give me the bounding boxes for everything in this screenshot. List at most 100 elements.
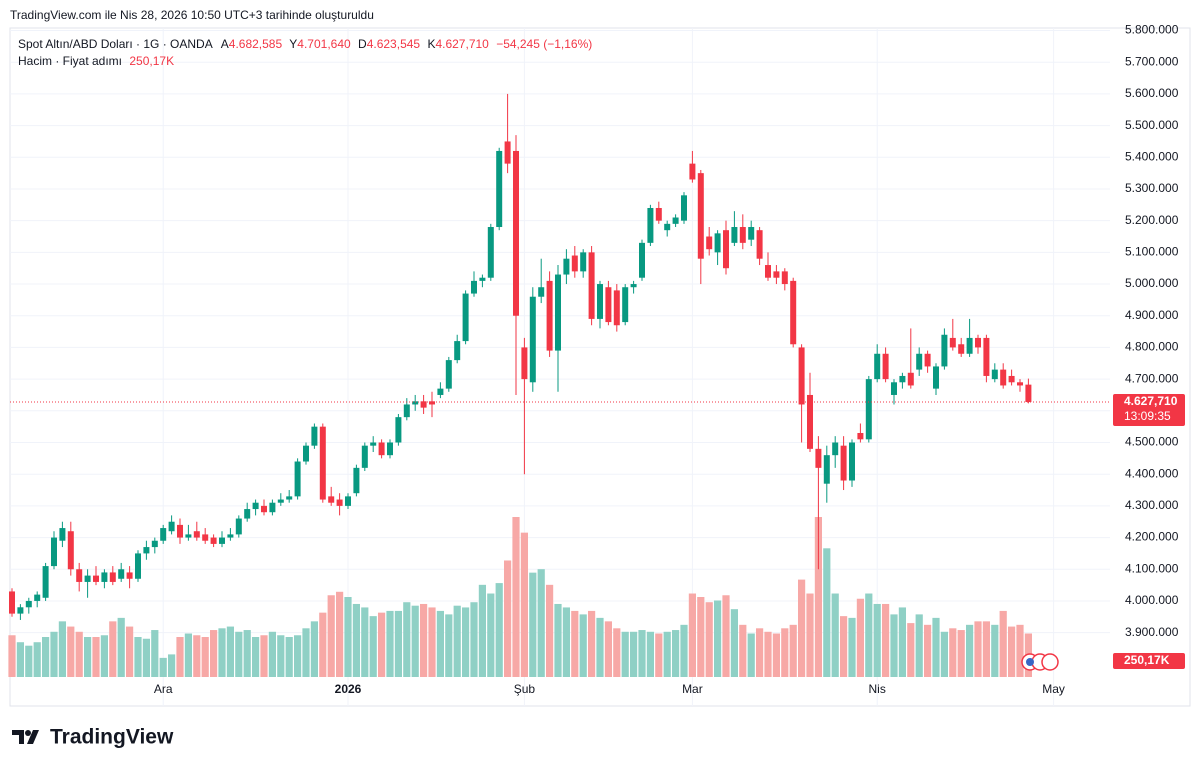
candle-body bbox=[1008, 375, 1015, 383]
legend-price: Spot Altın/ABD Doları · 1G · OANDA A4.68… bbox=[18, 37, 592, 51]
candle-body bbox=[370, 442, 377, 446]
volume-bar bbox=[705, 602, 713, 677]
y-tick-label: 4.000.000 bbox=[1125, 593, 1179, 607]
candle-body bbox=[832, 442, 839, 456]
y-tick-label: 4.800.000 bbox=[1125, 340, 1179, 354]
volume-bar bbox=[75, 631, 83, 677]
candle-body bbox=[319, 426, 326, 500]
volume-bar bbox=[201, 637, 209, 677]
candle-body bbox=[235, 518, 242, 535]
legend-key: A bbox=[221, 37, 229, 51]
candle-body bbox=[807, 394, 813, 449]
volume-layer bbox=[8, 517, 1032, 677]
candle-body bbox=[513, 150, 519, 316]
volume-bar bbox=[672, 630, 680, 677]
volume-bar bbox=[16, 642, 24, 677]
volume-bar bbox=[999, 610, 1007, 677]
volume-bar bbox=[898, 607, 906, 677]
candle-body bbox=[798, 347, 805, 405]
candle-layer bbox=[9, 93, 1110, 620]
volume-bar bbox=[831, 593, 839, 677]
volume-bar bbox=[378, 612, 386, 677]
volume-bar bbox=[957, 630, 965, 677]
volume-bar bbox=[798, 579, 806, 677]
volume-bar bbox=[67, 626, 75, 677]
candle-body bbox=[412, 401, 419, 405]
volume-bar bbox=[613, 628, 621, 677]
y-tick-label: 4.200.000 bbox=[1125, 530, 1179, 544]
header: TradingView.com ile Nis 28, 2026 10:50 U… bbox=[10, 8, 374, 22]
volume-bar bbox=[260, 635, 268, 677]
candle-body bbox=[605, 287, 612, 323]
volume-bar bbox=[772, 633, 780, 677]
candle-body bbox=[790, 280, 797, 345]
y-tick-label: 5.300.000 bbox=[1125, 181, 1179, 195]
volume-bar bbox=[420, 603, 428, 677]
y-tick-label: 5.500.000 bbox=[1125, 118, 1179, 132]
volume-bar bbox=[411, 605, 419, 677]
candle-body bbox=[949, 337, 956, 348]
candle-body bbox=[462, 293, 469, 342]
x-tick-label: Şub bbox=[514, 682, 536, 696]
logo-mark bbox=[12, 730, 39, 744]
candle-body bbox=[471, 280, 477, 294]
y-tick-label: 4.400.000 bbox=[1125, 466, 1179, 480]
volume-bar bbox=[277, 635, 285, 677]
volume-bar bbox=[319, 612, 327, 677]
candle-body bbox=[9, 591, 15, 614]
volume-bar bbox=[991, 624, 999, 677]
candle-body bbox=[983, 337, 990, 376]
y-tick-label: 3.900.000 bbox=[1125, 625, 1179, 639]
volume-bar bbox=[33, 642, 41, 677]
y-tick-label: 5.700.000 bbox=[1125, 54, 1179, 68]
volume-bar bbox=[714, 600, 722, 677]
volume-bar bbox=[92, 637, 100, 677]
volume-bar bbox=[974, 621, 982, 677]
legend-change: −54,245 (−1,16%) bbox=[496, 37, 592, 51]
volume-bar bbox=[823, 548, 831, 677]
legend-close: 4.627,710 bbox=[435, 37, 489, 51]
volume-bar bbox=[403, 602, 411, 677]
candle-body bbox=[244, 509, 251, 519]
candle-body bbox=[227, 534, 234, 538]
volume-bar bbox=[1008, 626, 1016, 677]
candle-body bbox=[571, 255, 578, 272]
candle-body bbox=[907, 372, 914, 386]
candle-body bbox=[311, 426, 318, 446]
volume-bar bbox=[764, 631, 772, 677]
candle-body bbox=[538, 287, 545, 297]
candle-body bbox=[17, 607, 24, 614]
legend-key: K bbox=[427, 37, 435, 51]
candle-body bbox=[773, 271, 780, 278]
volume-bar bbox=[310, 621, 318, 677]
candle-body bbox=[479, 277, 486, 281]
logo: TradingView bbox=[12, 726, 174, 749]
event-flag bbox=[1026, 658, 1034, 666]
legend-key: D bbox=[358, 37, 367, 51]
x-tick-label: Mar bbox=[682, 682, 703, 696]
candle-body bbox=[941, 334, 948, 367]
volume-bar bbox=[697, 597, 705, 677]
volume-bar bbox=[84, 637, 92, 677]
logo-dot bbox=[25, 730, 31, 736]
candle-body bbox=[639, 242, 645, 278]
volume-bar bbox=[848, 617, 856, 677]
volume-bar bbox=[327, 595, 335, 677]
volume-bar bbox=[436, 610, 444, 677]
candle-body bbox=[303, 445, 309, 462]
y-tick-label: 5.100.000 bbox=[1125, 245, 1179, 259]
legend-volume: Hacim · Fiyat adımı 250,17K bbox=[18, 54, 174, 68]
volume-bar bbox=[529, 572, 537, 677]
candle-body bbox=[168, 521, 175, 532]
volume-bar bbox=[193, 635, 201, 677]
volume-bar bbox=[840, 616, 848, 677]
volume-bar bbox=[218, 628, 226, 677]
candle-body bbox=[580, 252, 587, 272]
volume-bar bbox=[579, 614, 587, 677]
candle-body bbox=[151, 540, 158, 548]
volume-bar bbox=[117, 617, 125, 677]
volume-bar bbox=[730, 609, 738, 677]
candle-body bbox=[521, 347, 528, 380]
